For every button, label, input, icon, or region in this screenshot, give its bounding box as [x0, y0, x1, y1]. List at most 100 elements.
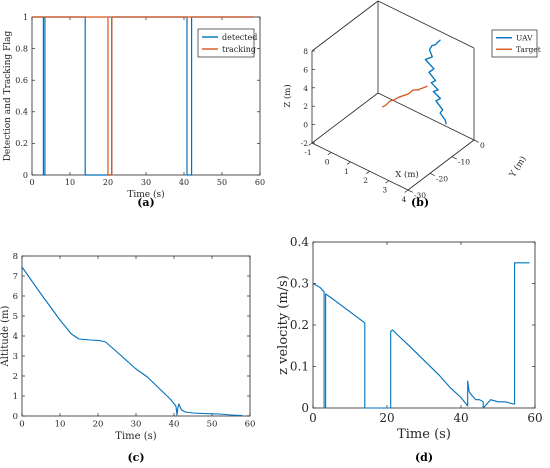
- x-tick-label: 1: [344, 167, 349, 176]
- legend-label-Target: Target: [516, 45, 541, 54]
- legend-label-detected: detected: [222, 33, 257, 42]
- y-tick-label: -30: [414, 191, 426, 200]
- legend-box: [197, 28, 255, 58]
- x-tick-label: 2: [363, 176, 368, 185]
- y-tick: [451, 156, 457, 160]
- z-tick-label: 0: [303, 121, 308, 130]
- y-tick-label: 0: [480, 141, 485, 150]
- x-tick: [346, 161, 351, 165]
- y-tick-label: 2: [13, 372, 18, 382]
- x-tick-label: 60: [255, 178, 265, 187]
- z-tick-label: 4: [303, 84, 308, 93]
- x-tick-label: 20: [379, 411, 394, 425]
- box-edge: [377, 0, 475, 49]
- x-tick-label: 3: [382, 186, 387, 195]
- x-axis-label: Time (s): [397, 427, 451, 442]
- plot-area: [21, 255, 251, 417]
- z-axis-label: Z (m): [282, 84, 293, 107]
- x-tick-label: 50: [217, 178, 227, 187]
- box-edge: [311, 92, 379, 144]
- y-tick-label: 3: [13, 352, 18, 362]
- y-tick-label: 0: [23, 171, 28, 180]
- box-edge: [377, 92, 475, 141]
- legend-box: [491, 29, 538, 58]
- legend-label-UAV: UAV: [516, 33, 533, 42]
- x-axis-line: [311, 142, 409, 191]
- y-tick: [473, 139, 479, 143]
- legend-label-tracking: tracking: [222, 45, 256, 54]
- x-tick-label: 0: [309, 411, 317, 425]
- x-tick-label: 40: [179, 178, 189, 187]
- x-tick-label: 20: [93, 420, 104, 430]
- x-tick: [366, 170, 370, 174]
- z-tick-label: 8: [303, 47, 308, 56]
- x-tick-label: 50: [207, 420, 218, 430]
- y-tick-label: -10: [458, 158, 470, 167]
- x-axis-label: Time (s): [115, 431, 156, 442]
- y-tick-label: 0.4: [290, 235, 309, 249]
- series-line-data: [21, 266, 243, 417]
- panel-caption: (a): [137, 196, 155, 209]
- y-tick-label: 0: [13, 412, 18, 422]
- panel-caption: (b): [411, 196, 429, 209]
- x-tick: [385, 180, 390, 184]
- panel-c: 0 10 20 30 40 50 60 0 1 2 3 4 5 6 7 8 Time (s) Altitude (…: [0, 252, 255, 464]
- x-tick-label: -1: [304, 148, 311, 157]
- x-tick-label: 40: [453, 411, 468, 425]
- x-tick: [327, 152, 332, 156]
- box-edge: [311, 0, 379, 52]
- y-tick-label: 0.2: [290, 318, 309, 332]
- series-line-tracking: [32, 16, 255, 176]
- series-line-UAV: [424, 39, 447, 125]
- series-line-Target: [381, 85, 428, 108]
- y-tick-label: -20: [436, 174, 448, 183]
- y-tick-label: 1: [23, 13, 28, 22]
- x-tick: [404, 189, 409, 193]
- x-tick-label: 0: [19, 420, 24, 430]
- y-tick-label: 0: [301, 401, 309, 415]
- panel-caption: (c): [127, 451, 144, 464]
- y-tick: [407, 189, 413, 193]
- x-tick-label: 10: [65, 178, 75, 187]
- z-tick-label: -2: [301, 139, 309, 148]
- z-tick-label: 6: [303, 65, 308, 74]
- panel-a: 0 10 20 30 40 50 60 0 0.2 0.4 0.6 0.8 1 Time (s) Detec…: [3, 13, 265, 209]
- x-tick-label: 30: [131, 420, 142, 430]
- y-tick-label: 7: [13, 272, 18, 282]
- x-axis-label: X (m): [395, 169, 418, 180]
- y-tick: [429, 173, 435, 176]
- y-tick-label: 5: [13, 312, 18, 322]
- x-axis-label: Time (s): [127, 189, 164, 200]
- y-axis-line: [407, 139, 475, 191]
- x-tick-label: 30: [141, 178, 151, 187]
- y-axis-label: Detection and Tracking Flag: [3, 30, 13, 161]
- x-tick: [308, 142, 313, 146]
- series-line-data: [312, 262, 530, 409]
- y-tick-label: 6: [13, 292, 18, 302]
- y-tick-label: 0.1: [290, 360, 309, 374]
- x-tick-label: 0: [325, 157, 330, 166]
- y-axis-label: z velocity (m/s): [276, 275, 291, 375]
- x-tick-label: 60: [527, 411, 542, 425]
- x-tick-label: 4: [402, 195, 407, 204]
- x-tick-label: 40: [169, 420, 180, 430]
- x-tick-label: 0: [29, 178, 34, 187]
- x-tick-label: 20: [103, 178, 113, 187]
- plot-area: [312, 241, 536, 409]
- y-tick-label: 0.2: [15, 139, 28, 148]
- panel-d: 0 20 40 60 0 0.1 0.2 0.3 0.4 Time (s) z velocity (…: [276, 235, 543, 464]
- y-tick-label: 0.8: [15, 44, 28, 53]
- y-tick-label: 8: [13, 252, 18, 262]
- z-tick-label: 2: [303, 102, 308, 111]
- y-tick-label: 0.3: [290, 277, 309, 291]
- y-axis-label: Y (m): [507, 154, 529, 180]
- y-tick-label: 0.4: [15, 108, 28, 117]
- x-tick-label: 60: [245, 420, 256, 430]
- panel-caption: (d): [415, 451, 433, 464]
- y-tick-label: 0.6: [15, 76, 28, 85]
- y-tick-label: 4: [13, 332, 18, 342]
- x-tick-label: 10: [55, 420, 66, 430]
- y-axis-label: Altitude (m): [0, 305, 11, 367]
